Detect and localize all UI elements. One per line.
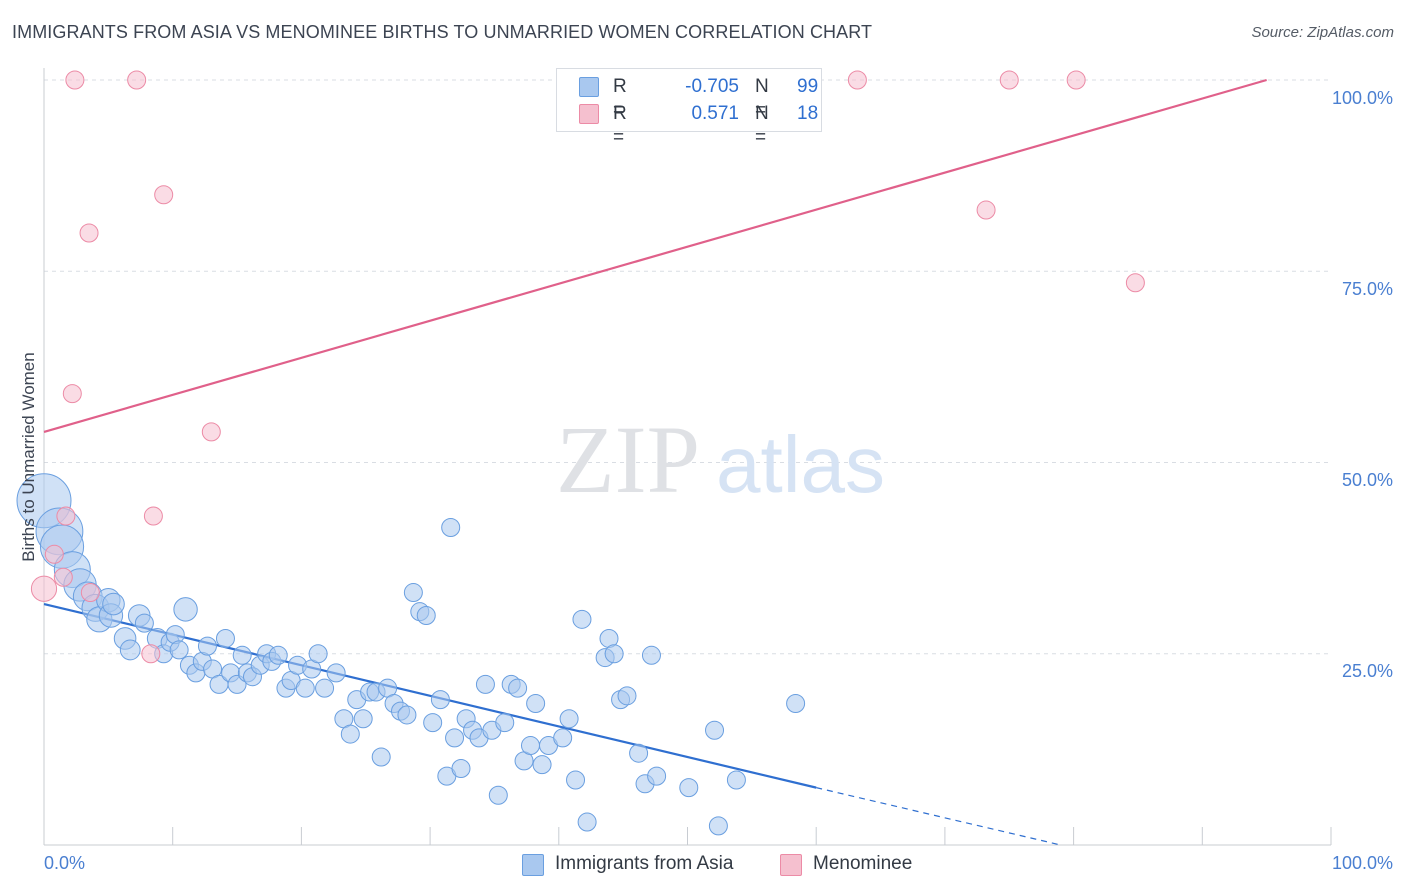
data-points xyxy=(16,70,1145,836)
watermark-zip: ZIP xyxy=(556,406,700,513)
asia-point xyxy=(679,778,699,798)
asia-point xyxy=(572,609,592,629)
asia-point xyxy=(526,693,546,713)
asia-point xyxy=(215,628,235,648)
asia-point xyxy=(371,747,391,767)
asia-point xyxy=(232,645,252,665)
chart-source: Source: ZipAtlas.com xyxy=(1251,24,1394,41)
asia-point xyxy=(647,766,667,786)
asia-point xyxy=(340,724,360,744)
axes xyxy=(43,68,1332,846)
asia-point xyxy=(445,728,465,748)
asia-point xyxy=(169,640,189,660)
menominee-point xyxy=(53,567,73,587)
asia-point xyxy=(134,613,154,633)
asia-point xyxy=(430,690,450,710)
asia-point xyxy=(532,755,552,775)
menominee-point xyxy=(143,506,163,526)
asia-point xyxy=(423,713,443,733)
asia-legend-swatch xyxy=(522,854,544,876)
asia-point xyxy=(708,816,728,836)
asia-point xyxy=(119,639,141,661)
y-tick-100: 100.0% xyxy=(1332,88,1393,108)
r-value: 0.571 xyxy=(691,103,739,124)
menominee-legend-swatch xyxy=(780,854,802,876)
asia-point xyxy=(295,678,315,698)
n-value: 18 xyxy=(797,103,819,124)
asia-swatch xyxy=(579,77,599,97)
series-legend: Immigrants from Asia Menominee xyxy=(0,852,1406,876)
asia-point xyxy=(786,693,806,713)
asia-point xyxy=(520,736,540,756)
n-label: N = xyxy=(755,103,769,148)
x-tick-left: 0.0% xyxy=(44,853,85,873)
x-tick-right: 100.0% xyxy=(1332,853,1393,873)
asia-point xyxy=(326,663,346,683)
asia-point xyxy=(315,678,335,698)
asia-point xyxy=(559,709,579,729)
asia-point xyxy=(604,644,624,664)
menominee-point xyxy=(79,223,99,243)
y-tick-75: 75.0% xyxy=(1342,279,1393,299)
asia-point xyxy=(553,728,573,748)
asia-point xyxy=(403,583,423,603)
y-axis-label: Births to Unmarried Women xyxy=(19,352,38,561)
asia-point xyxy=(705,720,725,740)
y-tick-50: 50.0% xyxy=(1342,470,1393,490)
gridlines xyxy=(44,79,1331,655)
asia-point xyxy=(617,686,637,706)
asia-point xyxy=(566,770,586,790)
menominee-point xyxy=(141,644,161,664)
r-label: R = xyxy=(613,103,627,148)
asia-point xyxy=(488,785,508,805)
menominee-point xyxy=(44,544,64,564)
asia-point xyxy=(397,705,417,725)
menominee-point xyxy=(65,70,85,90)
menominee-point xyxy=(127,70,147,90)
chart-title: IMMIGRANTS FROM ASIA VS MENOMINEE BIRTHS… xyxy=(12,22,873,42)
menominee-swatch xyxy=(579,104,599,124)
asia-point xyxy=(629,743,649,763)
asia-point xyxy=(441,518,461,538)
menominee-point xyxy=(62,384,82,404)
asia-point xyxy=(416,606,436,625)
menominee-point xyxy=(847,70,867,90)
y-tick-25: 25.0% xyxy=(1342,661,1393,681)
asia-point xyxy=(726,770,746,790)
asia-point xyxy=(308,644,328,664)
asia-point xyxy=(641,645,661,665)
asia-point xyxy=(197,636,217,656)
n-value: 99 xyxy=(797,76,819,97)
watermark: ZIP atlas xyxy=(556,406,885,513)
asia-point xyxy=(508,678,528,698)
asia-point xyxy=(268,645,288,665)
asia-legend-label: Immigrants from Asia xyxy=(555,853,734,874)
asia-point xyxy=(102,592,125,616)
menominee-point xyxy=(30,575,58,602)
asia-point xyxy=(577,812,597,832)
menominee-point xyxy=(1125,273,1145,293)
asia-point xyxy=(451,759,471,778)
asia-point xyxy=(173,597,198,622)
menominee-point xyxy=(80,583,100,603)
r-label: R = xyxy=(613,76,627,121)
asia-point xyxy=(495,713,515,733)
menominee-point xyxy=(976,200,996,220)
asia-point xyxy=(475,674,495,694)
axis-labels: Births to Unmarried Women 0.0% 100.0% 10… xyxy=(19,88,1393,873)
menominee-point xyxy=(201,422,221,442)
r-value: -0.705 xyxy=(685,76,739,97)
n-label: N = xyxy=(755,76,769,121)
correlation-legend: R = -0.705 N = 99 R = 0.571 N = 18 xyxy=(556,68,822,148)
asia-trend-extension xyxy=(816,787,1061,846)
menominee-legend-label: Menominee xyxy=(813,853,913,874)
menominee-point xyxy=(999,70,1019,90)
menominee-trend-line xyxy=(43,78,1267,433)
menominee-point xyxy=(56,506,76,526)
watermark-atlas: atlas xyxy=(716,420,885,509)
menominee-point xyxy=(154,185,174,205)
asia-point xyxy=(353,709,373,729)
menominee-point xyxy=(1066,70,1086,90)
